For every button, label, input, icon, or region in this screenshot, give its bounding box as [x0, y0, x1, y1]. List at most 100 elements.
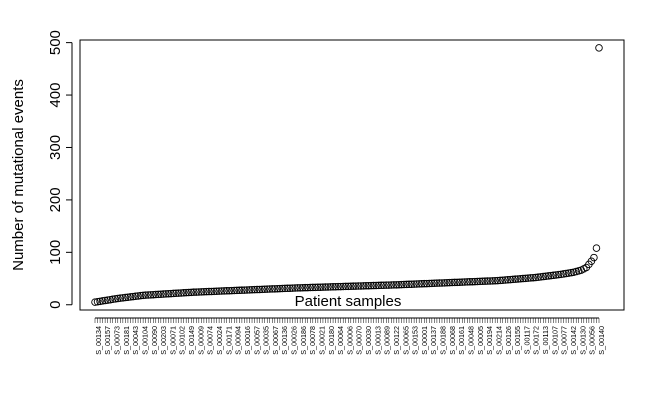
data-point: [301, 283, 309, 292]
x-tick-label: S_00078: [308, 326, 317, 355]
data-point: [595, 44, 603, 52]
data-point: [192, 288, 201, 296]
data-point: [248, 286, 256, 294]
data-point: [334, 282, 342, 291]
data-point: [154, 290, 163, 299]
data-point: [162, 290, 170, 298]
data-point: [131, 292, 140, 301]
data-point: [450, 278, 459, 287]
data-point: [448, 278, 456, 287]
data-point: [377, 281, 385, 290]
data-point: [152, 290, 160, 299]
data-point: [134, 292, 142, 300]
x-tick-label: S_00130: [578, 326, 587, 355]
data-point: [519, 274, 527, 283]
x-tick-label: S_00194: [485, 326, 494, 355]
data-point: [316, 283, 325, 291]
data-point: [207, 287, 216, 296]
data-point: [395, 280, 403, 289]
data-point: [374, 281, 383, 290]
data-point: [306, 283, 315, 292]
data-point: [491, 277, 499, 285]
data-point: [423, 279, 431, 288]
plot-frame: [79, 39, 625, 311]
data-point: [481, 277, 489, 285]
data-point: [266, 285, 274, 293]
data-point: [407, 280, 416, 288]
data-point: [129, 292, 137, 301]
data-point: [402, 280, 411, 289]
data-point: [271, 285, 279, 293]
x-tick-label: S_00070: [355, 326, 364, 355]
y-axis: 0 100 200 300 400 500: [47, 30, 73, 309]
x-tick-label: S_00122: [392, 326, 401, 355]
data-point: [483, 277, 492, 285]
data-point: [164, 290, 173, 298]
data-point: [405, 280, 413, 289]
data-point: [514, 275, 522, 283]
data-point: [179, 289, 188, 297]
data-point: [329, 283, 337, 291]
data-point: [397, 280, 406, 289]
y-tick-label: 500: [47, 30, 64, 55]
data-point: [473, 277, 482, 286]
data-point: [420, 279, 429, 288]
data-point: [344, 282, 353, 291]
data-point: [268, 285, 277, 293]
data-point: [471, 277, 479, 286]
x-tick-label: S_00001: [420, 326, 429, 355]
data-point: [440, 279, 449, 287]
x-tick-label: S_00024: [215, 326, 224, 355]
data-point: [309, 283, 317, 292]
x-tick-label: S_00214: [494, 326, 503, 355]
data-point: [438, 279, 446, 287]
data-point: [537, 273, 545, 281]
data-point: [230, 286, 239, 295]
data-point: [314, 283, 322, 292]
data-point: [169, 289, 178, 298]
data-point: [114, 294, 122, 303]
data-point: [362, 282, 370, 290]
data-point: [339, 282, 347, 291]
data-point: [263, 285, 271, 293]
x-tick-label: S_00043: [131, 326, 140, 355]
data-point: [433, 279, 441, 287]
data-point: [417, 280, 426, 288]
data-point: [296, 284, 304, 292]
data-point: [233, 286, 241, 295]
data-point: [283, 284, 292, 293]
x-tick-label: S_00009: [196, 326, 205, 355]
y-axis-title: Number of mutational events: [10, 79, 27, 271]
data-point: [324, 283, 332, 291]
data-point: [235, 286, 244, 295]
data-point: [468, 277, 477, 286]
data-point: [458, 278, 466, 286]
data-point: [430, 279, 439, 288]
data-point: [445, 278, 454, 287]
data-point: [121, 293, 130, 302]
x-tick-label: S_00102: [178, 326, 187, 355]
data-point: [455, 278, 464, 286]
data-point: [258, 285, 266, 294]
x-tick-label: S_00142: [569, 326, 578, 355]
data-point: [126, 293, 135, 301]
x-tick-label: S_00005: [476, 326, 485, 355]
data-point: [336, 282, 345, 291]
data-point: [501, 276, 510, 284]
data-point: [516, 275, 525, 283]
y-tick-label: 300: [47, 135, 64, 160]
data-point: [321, 283, 330, 291]
x-tick-label: S_00073: [113, 326, 122, 355]
x-tick-label: S_00071: [168, 326, 177, 355]
x-tick-label: S_00136: [280, 326, 289, 355]
x-tick-label: S_00056: [588, 326, 597, 355]
data-point: [488, 277, 497, 285]
x-tick-label: S_00186: [299, 326, 308, 355]
x-axis: S_00134 S_00157 S_00073 S_00181 S_00043 S_001…: [94, 317, 606, 355]
data-point: [542, 272, 550, 280]
data-point: [141, 291, 150, 299]
data-point: [367, 281, 375, 290]
data-point: [197, 288, 206, 296]
data-point: [93, 297, 102, 306]
